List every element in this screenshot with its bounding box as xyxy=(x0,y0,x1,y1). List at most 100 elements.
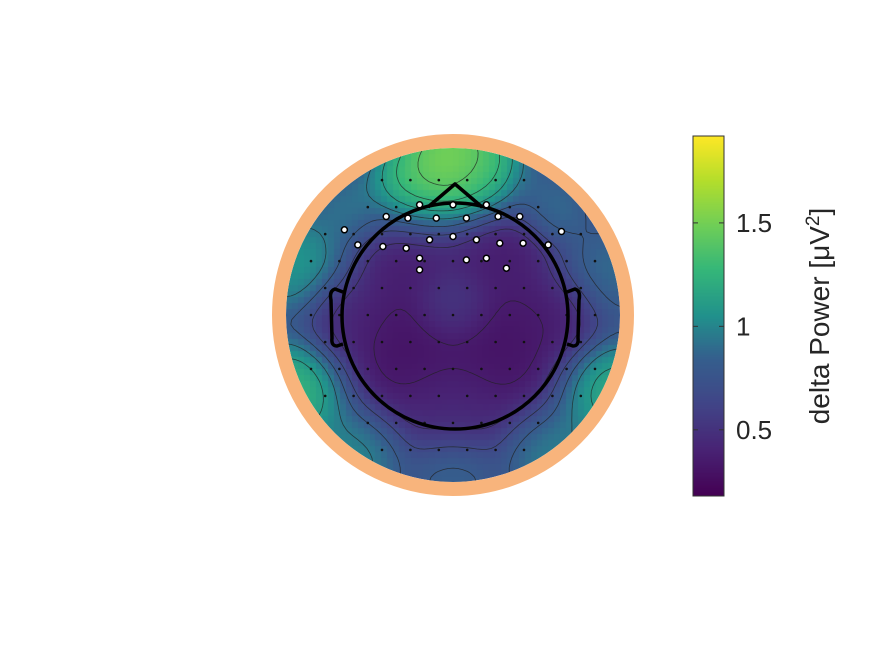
electrode-dot xyxy=(409,178,412,182)
electrode-dot xyxy=(437,448,441,452)
electrode-dot xyxy=(565,259,568,263)
electrode-dot xyxy=(423,367,426,371)
electrode-dot xyxy=(579,394,583,398)
electrode-dot xyxy=(451,259,455,263)
electrode-dot xyxy=(437,340,441,344)
highlighted-electrode xyxy=(557,227,566,236)
highlighted-electrode xyxy=(449,232,457,241)
electrode-dot xyxy=(494,286,497,290)
electrode-dot xyxy=(522,448,526,452)
electrode-dot xyxy=(522,232,526,236)
electrode-dot xyxy=(536,421,540,425)
highlighted-electrode xyxy=(494,212,502,221)
colorbar-tick-label: 1 xyxy=(736,311,750,341)
highlighted-electrode xyxy=(496,239,504,247)
electrode-dot xyxy=(494,394,497,398)
electrode-dot xyxy=(522,340,526,344)
electrode-dot xyxy=(409,232,412,236)
electrode-dot xyxy=(394,421,398,425)
highlighted-electrode xyxy=(482,201,491,209)
highlighted-electrode xyxy=(340,226,349,234)
highlighted-electrode xyxy=(379,242,387,251)
electrode-dot xyxy=(522,286,526,290)
highlighted-electrode xyxy=(415,201,424,209)
highlighted-electrode xyxy=(449,201,457,209)
electrode-dot xyxy=(309,313,313,317)
highlighted-electrode xyxy=(402,244,410,252)
electrode-dot xyxy=(508,313,512,317)
electrode-dot xyxy=(366,259,370,263)
highlighted-electrode xyxy=(544,241,552,249)
electrode-dot xyxy=(437,286,441,290)
electrode-dot xyxy=(309,367,313,371)
electrode-dot xyxy=(494,178,497,182)
electrode-dot xyxy=(323,340,327,344)
highlighted-electrode xyxy=(425,236,434,244)
electrode-dot xyxy=(480,421,483,425)
electrode-dot xyxy=(522,178,526,182)
electrode-dot xyxy=(352,340,355,344)
electrode-dot xyxy=(394,259,398,263)
electrode-dot xyxy=(451,367,455,371)
electrode-dot xyxy=(451,421,455,425)
electrode-dot xyxy=(366,421,370,425)
highlighted-electrode xyxy=(415,266,424,274)
highlighted-electrode xyxy=(404,214,412,222)
highlighted-electrode xyxy=(519,239,527,247)
electrode-dot xyxy=(380,178,384,182)
electrode-dot xyxy=(338,367,341,371)
electrode-dot xyxy=(323,394,327,398)
colorbar-tick-label: 0.5 xyxy=(736,415,772,445)
electrode-dot xyxy=(465,340,469,344)
electrode-dot xyxy=(465,394,469,398)
electrode-dot xyxy=(551,232,554,236)
electrode-dot xyxy=(565,367,568,371)
electrode-dot xyxy=(551,286,554,290)
highlighted-electrode xyxy=(502,264,511,272)
highlighted-electrode xyxy=(462,214,471,222)
electrode-dot xyxy=(338,313,341,317)
electrode-dot xyxy=(366,367,370,371)
electrode-dot xyxy=(366,205,370,209)
electrode-dot xyxy=(309,259,313,263)
highlighted-electrode xyxy=(432,214,441,222)
topomap xyxy=(272,134,634,496)
electrode-dot xyxy=(593,367,597,371)
electrode-grid xyxy=(309,178,597,452)
highlighted-electrodes xyxy=(340,201,566,274)
electrode-dot xyxy=(480,259,483,263)
electrode-dot xyxy=(380,340,384,344)
electrode-dot xyxy=(394,205,398,209)
electrode-dot xyxy=(451,313,455,317)
electrode-dot xyxy=(465,178,469,182)
electrode-dot xyxy=(352,232,355,236)
electrode-dot xyxy=(536,205,540,209)
electrode-dot xyxy=(536,259,540,263)
outer-ring xyxy=(272,134,634,496)
electrode-dot xyxy=(352,394,355,398)
electrode-dot xyxy=(508,421,512,425)
electrode-dot xyxy=(352,286,355,290)
electrode-dot xyxy=(437,232,441,236)
colorbar-frame xyxy=(692,135,725,497)
electrode-dot xyxy=(522,394,526,398)
electrode-dot xyxy=(579,340,583,344)
electrode-dot xyxy=(508,259,512,263)
electrode-dot xyxy=(494,232,497,236)
electrode-dot xyxy=(536,313,540,317)
electrode-dot xyxy=(409,286,412,290)
colorbar-ticks: 0.5 1 1.5 xyxy=(693,208,772,445)
electrode-dot xyxy=(494,448,497,452)
electrode-dot xyxy=(380,232,384,236)
highlighted-electrode xyxy=(516,212,524,221)
electrode-dot xyxy=(551,394,554,398)
electrode-dot xyxy=(551,340,554,344)
highlighted-electrode xyxy=(482,254,491,262)
electrode-dot xyxy=(480,313,483,317)
highlighted-electrode xyxy=(472,236,481,244)
colorbar-label: delta Power [μV2] xyxy=(803,208,836,425)
electrode-dot xyxy=(394,367,398,371)
electrode-dot xyxy=(437,178,441,182)
electrode-dot xyxy=(465,232,469,236)
electrode-dot xyxy=(409,394,412,398)
